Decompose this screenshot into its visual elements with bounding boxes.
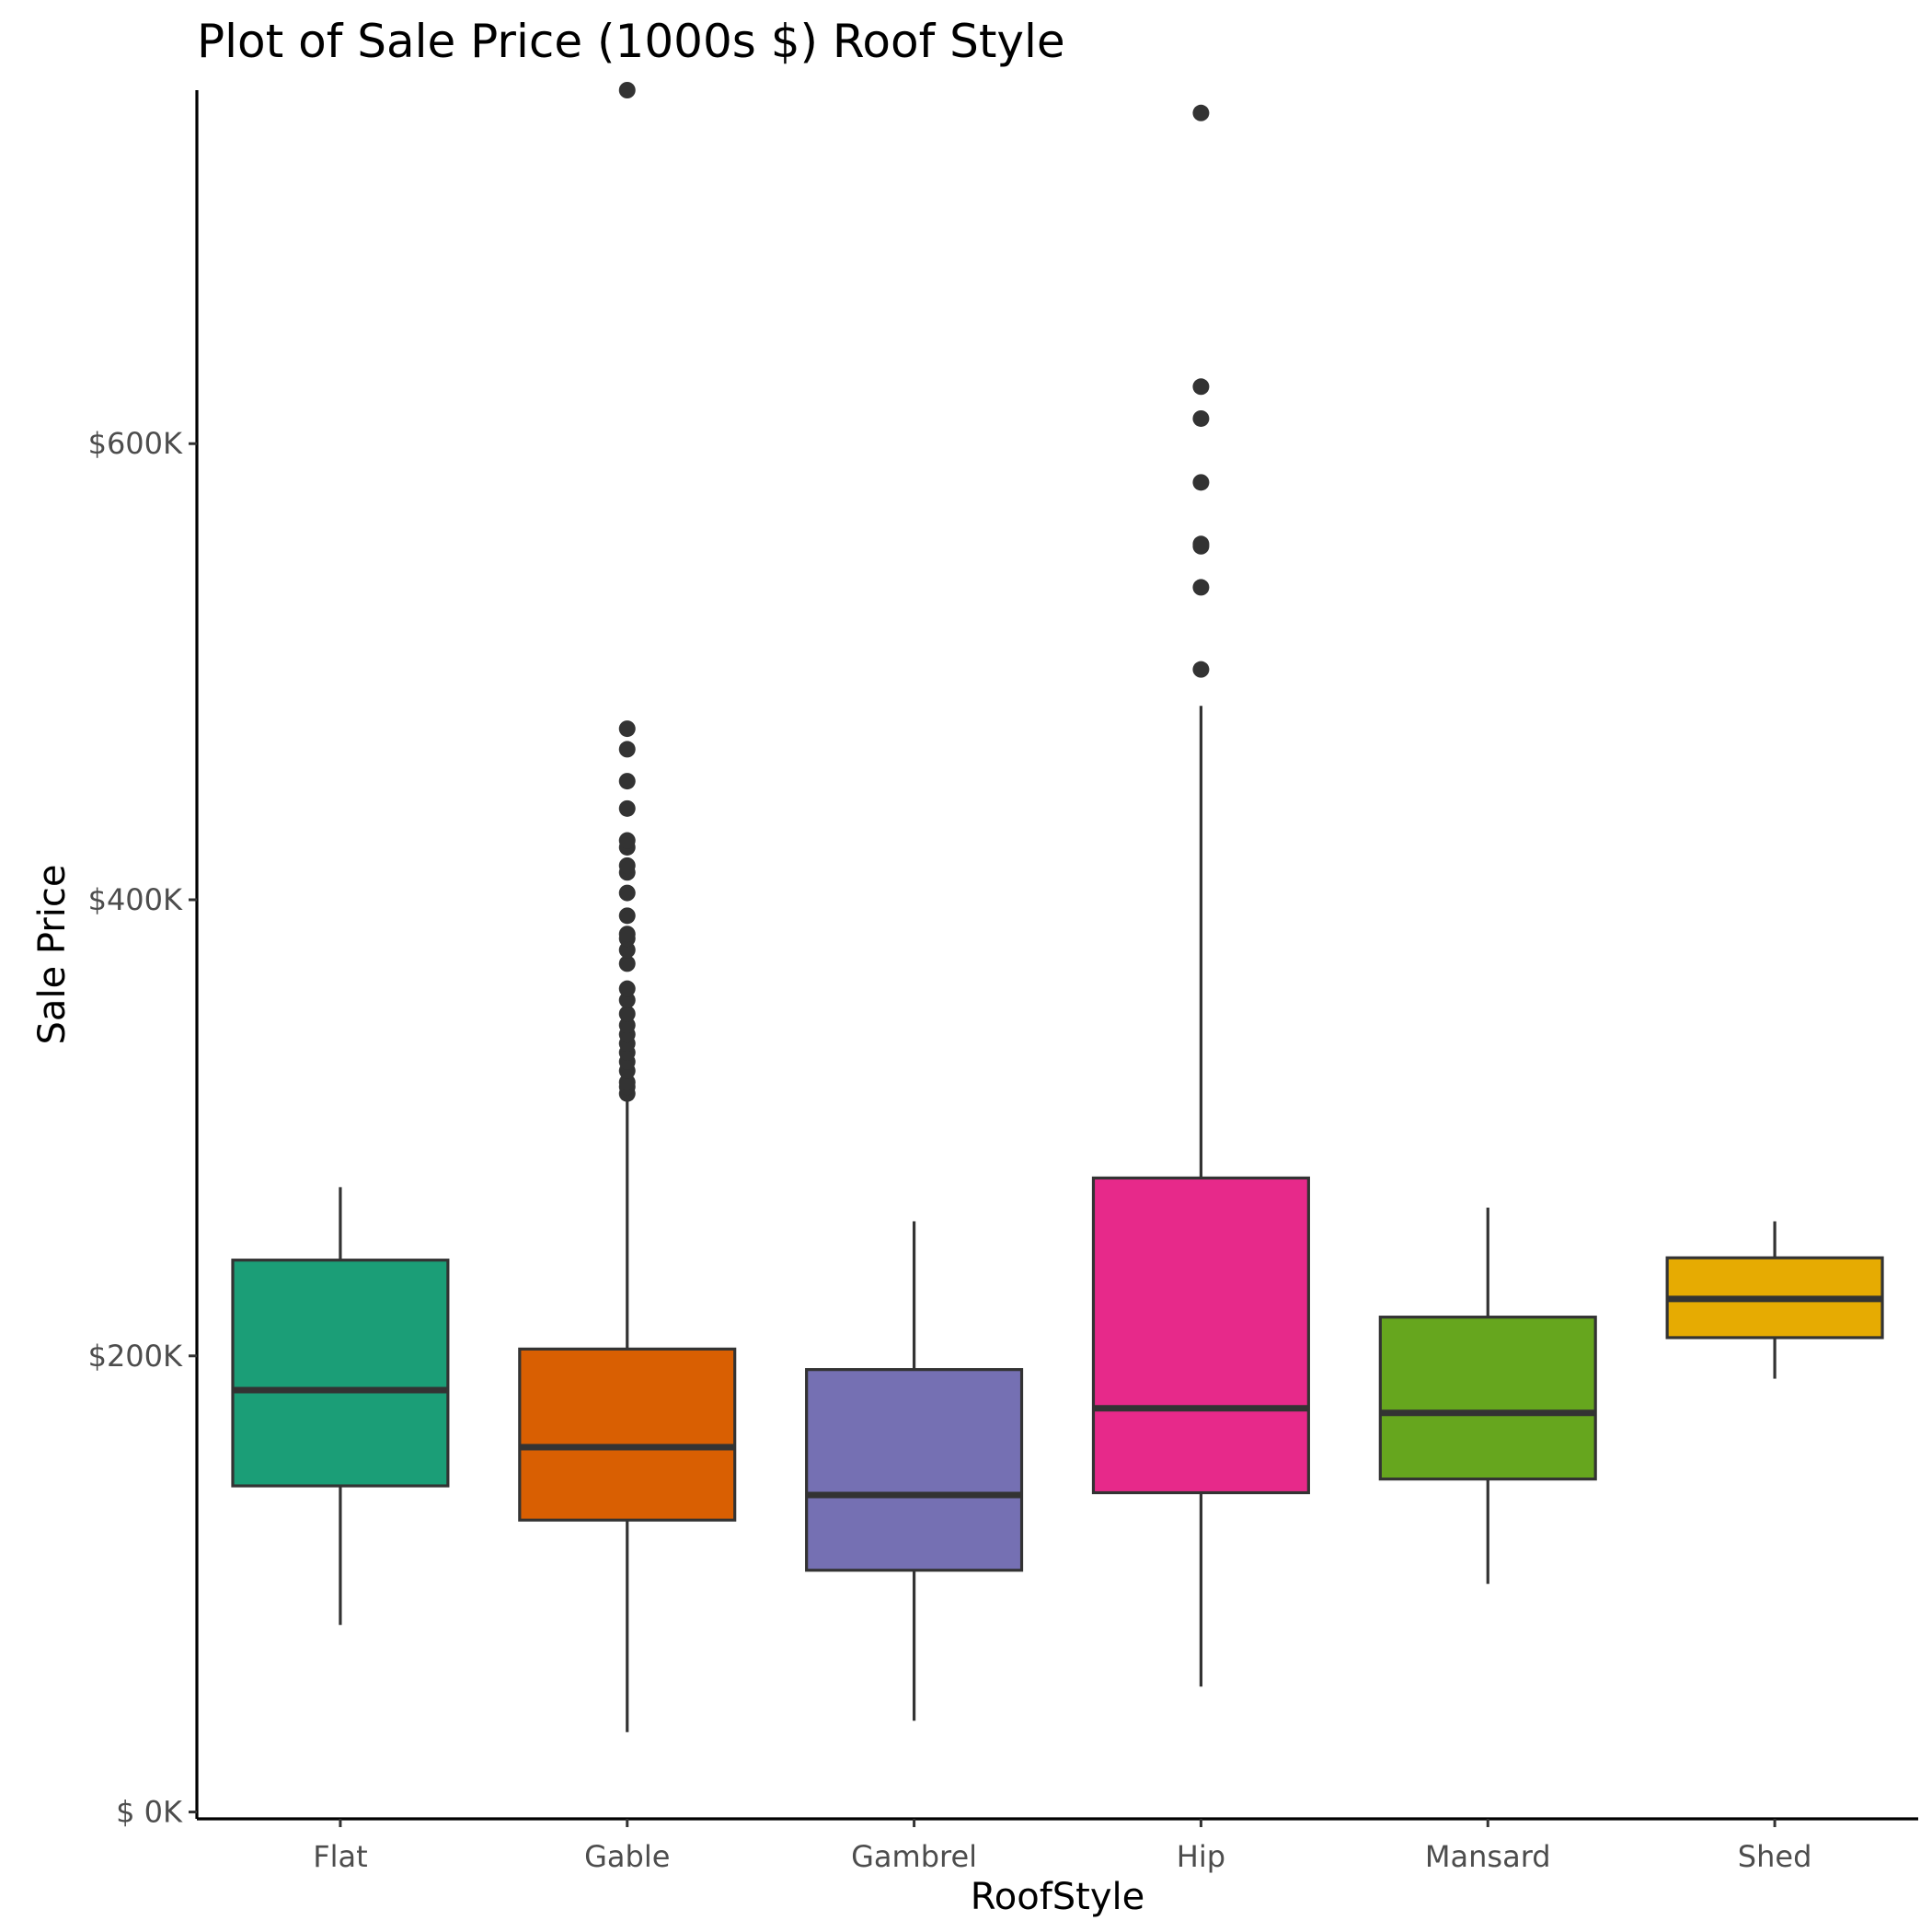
outlier-point-hip <box>1192 579 1210 596</box>
outlier-point-gable <box>618 980 636 997</box>
chart-title: Plot of Sale Price (1000s $) Roof Style <box>197 15 1065 68</box>
x-tick-label: Gable <box>584 1839 670 1874</box>
box-mansard <box>1378 1316 1597 1481</box>
outlier-point-gable <box>618 799 636 817</box>
outlier-point-gable <box>618 1005 636 1022</box>
outlier-point-gable <box>618 907 636 925</box>
outlier-point-gable <box>618 741 636 758</box>
y-tick-label: $200K <box>88 1339 183 1374</box>
x-tick-label: Mansard <box>1425 1839 1551 1874</box>
outlier-point-hip <box>1192 104 1210 121</box>
x-tick-label: Shed <box>1738 1839 1812 1874</box>
outlier-point-gable <box>618 926 636 943</box>
outlier-point-gable <box>618 992 636 1009</box>
x-axis-ticks: Flat Gable Gambrel Hip Mansard Shed <box>313 1819 1811 1874</box>
outlier-point-gable <box>618 884 636 902</box>
y-axis-ticks: $ 0K $200K $400K $600K <box>88 426 197 1830</box>
box-gable <box>518 1347 737 1522</box>
y-tick-label: $600K <box>88 426 183 461</box>
x-tick-label: Gambrel <box>851 1839 977 1874</box>
y-tick-label: $400K <box>88 882 183 917</box>
outlier-point-hip <box>1192 661 1210 678</box>
outlier-point-gable <box>618 941 636 959</box>
outlier-point-gable <box>618 1017 636 1034</box>
plot-marks <box>231 82 1884 1732</box>
box-hip <box>1091 1176 1310 1495</box>
box-group-flat <box>231 1187 450 1626</box>
x-tick-label: Hip <box>1177 1839 1225 1874</box>
y-axis-title: Sale Price <box>31 865 74 1045</box>
box-group-hip <box>1091 104 1310 1687</box>
box-group-gambrel <box>805 1221 1024 1721</box>
outlier-point-hip <box>1192 474 1210 491</box>
outlier-point-hip <box>1192 378 1210 396</box>
outlier-point-gable <box>618 832 636 849</box>
box-group-mansard <box>1378 1207 1597 1584</box>
outlier-point-gable <box>618 773 636 790</box>
box-flat <box>231 1259 450 1488</box>
outlier-point-gable <box>618 82 636 98</box>
box-group-shed <box>1665 1221 1884 1379</box>
outlier-point-gable <box>618 1074 636 1091</box>
box-group-gable <box>518 82 737 1732</box>
outlier-point-gable <box>618 857 636 874</box>
box-gambrel <box>805 1368 1024 1572</box>
axes <box>195 90 1918 1821</box>
x-axis-title: RoofStyle <box>971 1876 1145 1918</box>
outlier-point-gable <box>618 955 636 972</box>
outlier-point-hip <box>1192 535 1210 553</box>
outlier-point-hip <box>1192 409 1210 427</box>
x-tick-label: Flat <box>313 1839 367 1874</box>
y-tick-label: $ 0K <box>116 1795 183 1830</box>
outlier-point-gable <box>618 720 636 738</box>
